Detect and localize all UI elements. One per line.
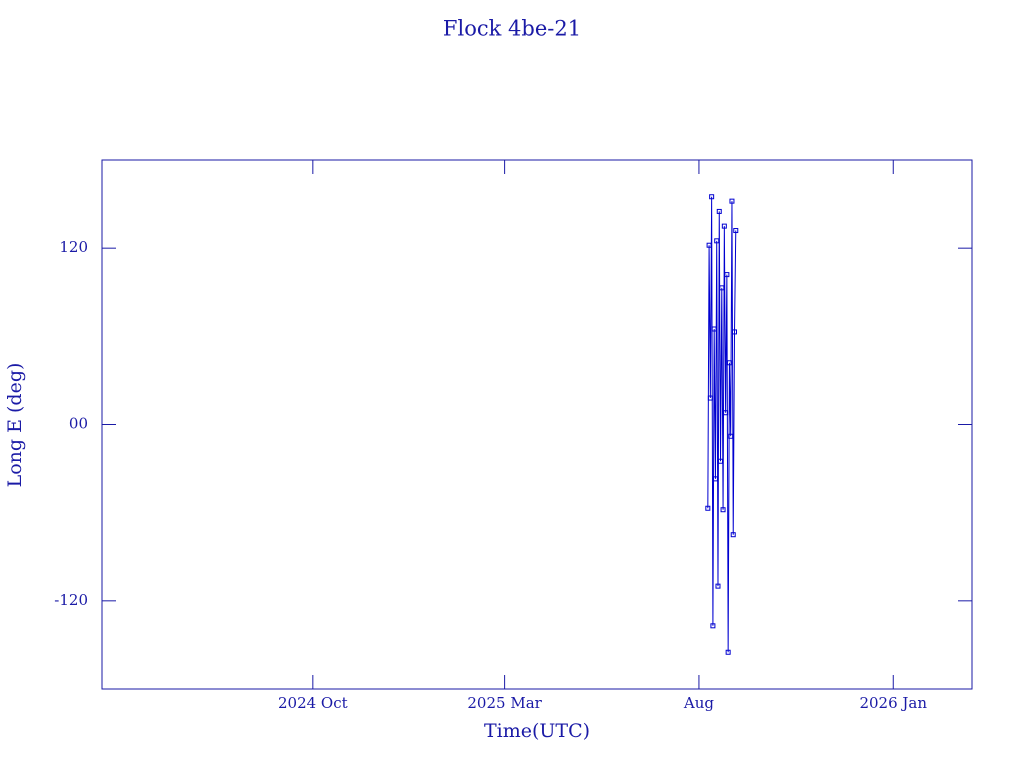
data-point bbox=[719, 285, 725, 291]
series-line bbox=[707, 196, 737, 653]
y-tick-label: 00 bbox=[69, 415, 88, 433]
data-point bbox=[728, 433, 734, 439]
data-point bbox=[705, 505, 711, 511]
data-point bbox=[718, 458, 724, 464]
y-axis-label: Long E (deg) bbox=[4, 363, 26, 488]
data-point bbox=[723, 410, 729, 416]
data-point bbox=[729, 198, 735, 204]
data-point bbox=[709, 194, 715, 200]
data-point bbox=[730, 532, 736, 538]
data-point bbox=[724, 272, 730, 278]
data-point bbox=[725, 649, 731, 655]
data-point bbox=[715, 583, 721, 589]
x-tick-label: Aug bbox=[683, 694, 714, 712]
data-point bbox=[712, 476, 718, 482]
data-point bbox=[710, 623, 716, 629]
chart-title: Flock 4be-21 bbox=[443, 17, 581, 41]
data-point bbox=[706, 242, 712, 248]
data-point bbox=[716, 208, 722, 214]
x-tick-label: 2026 Jan bbox=[859, 694, 927, 712]
data-point bbox=[720, 507, 726, 513]
data-point bbox=[711, 326, 717, 332]
data-point bbox=[707, 395, 713, 401]
y-tick-label: -120 bbox=[54, 591, 88, 609]
plot-frame bbox=[101, 159, 973, 690]
data-point bbox=[721, 223, 727, 229]
data-point bbox=[733, 228, 739, 234]
data-point bbox=[714, 238, 720, 244]
data-point bbox=[731, 329, 737, 335]
x-tick-label: 2024 Oct bbox=[278, 694, 348, 712]
y-tick-label: 120 bbox=[59, 238, 88, 256]
x-axis-label: Time(UTC) bbox=[484, 720, 590, 742]
data-point bbox=[726, 360, 732, 366]
x-tick-label: 2025 Mar bbox=[467, 694, 542, 712]
